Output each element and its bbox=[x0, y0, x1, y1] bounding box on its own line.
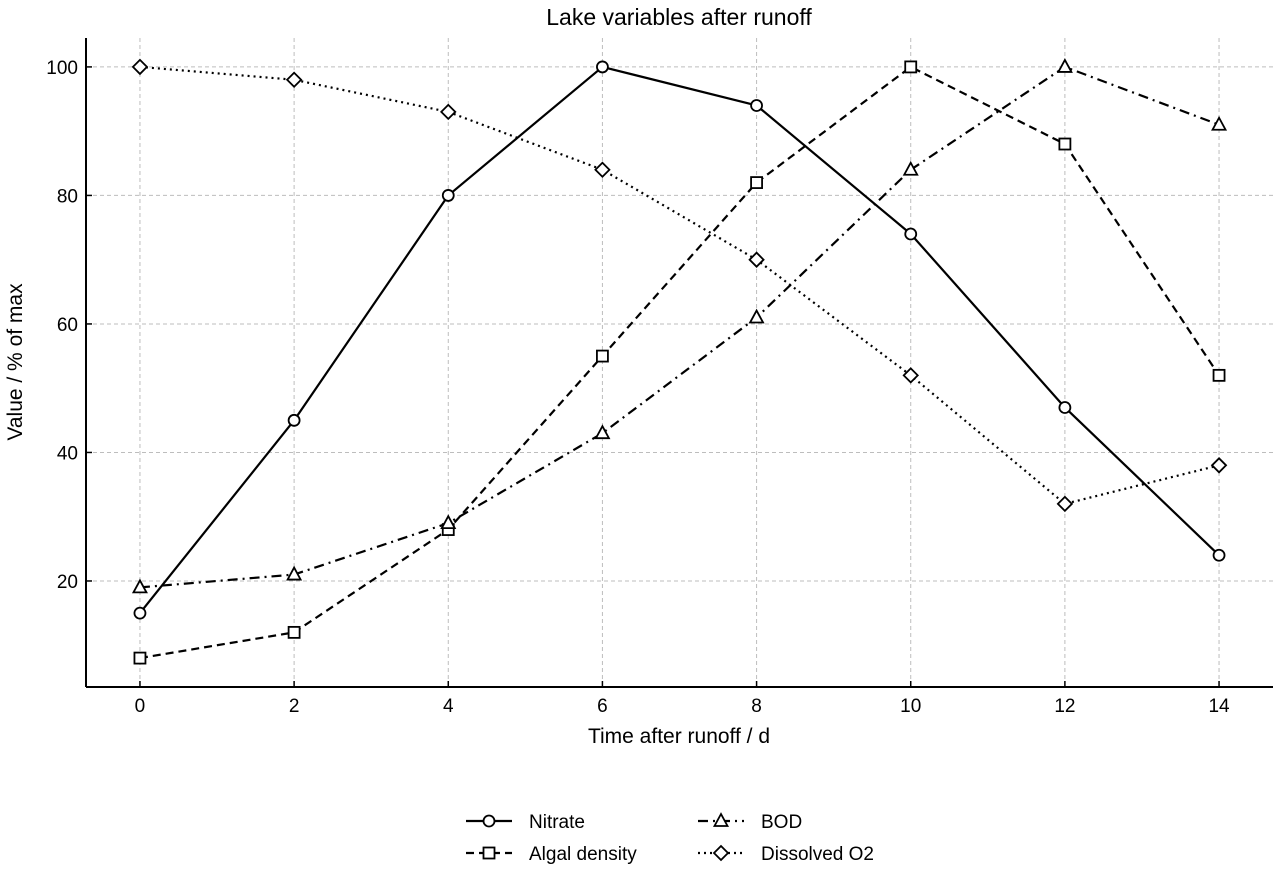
data-point-algal-density bbox=[904, 60, 918, 74]
series-line-dissolved-o2 bbox=[139, 65, 1220, 505]
legend-label: BOD bbox=[761, 812, 802, 833]
data-point-nitrate bbox=[441, 189, 455, 202]
y-tick-label: 20 bbox=[57, 572, 78, 593]
x-tick-label: 6 bbox=[597, 696, 608, 717]
data-point-bod bbox=[1056, 58, 1073, 73]
series-line-nitrate bbox=[139, 65, 1220, 614]
data-point-nitrate bbox=[1058, 401, 1072, 414]
data-point-algal-density bbox=[596, 349, 609, 363]
y-tick-label: 40 bbox=[57, 443, 78, 464]
legend-label: Nitrate bbox=[529, 812, 585, 833]
grid bbox=[86, 38, 1273, 687]
series-nitrate bbox=[133, 60, 1226, 620]
y-tick-label: 60 bbox=[57, 315, 78, 336]
series-dissolved-o2 bbox=[131, 58, 1228, 513]
series-line-bod bbox=[139, 65, 1220, 589]
data-point-dissolved-o2 bbox=[285, 71, 303, 89]
legend-label: Dissolved O2 bbox=[761, 844, 874, 865]
x-axis-title: Time after runoff / d bbox=[588, 725, 770, 748]
series-line-algal-density bbox=[139, 65, 1220, 660]
data-point-nitrate bbox=[287, 413, 301, 427]
chart-title: Lake variables after runoff bbox=[546, 4, 812, 30]
data-point-bod bbox=[594, 424, 611, 440]
data-point-dissolved-o2 bbox=[748, 251, 765, 268]
x-tick-label: 10 bbox=[900, 696, 921, 717]
y-tick-label: 80 bbox=[57, 186, 78, 207]
data-point-nitrate bbox=[750, 99, 763, 112]
data-point-bod bbox=[902, 160, 919, 176]
data-point-bod bbox=[748, 308, 765, 324]
plot-area bbox=[131, 58, 1228, 665]
data-point-bod bbox=[131, 578, 148, 594]
legend-label: Algal density bbox=[529, 844, 637, 865]
legend-item: Nitrate bbox=[466, 812, 585, 833]
y-tick-label: 100 bbox=[46, 58, 78, 79]
data-point-algal-density bbox=[1212, 368, 1226, 382]
data-point-nitrate bbox=[133, 606, 147, 620]
legend: Nitrate Algal density BOD Dissolved O2 bbox=[466, 812, 874, 865]
data-point-dissolved-o2 bbox=[1056, 495, 1074, 513]
legend-swatch-marker bbox=[712, 812, 730, 827]
x-tick-label: 12 bbox=[1054, 696, 1075, 717]
legend-item: BOD bbox=[698, 812, 802, 833]
data-point-dissolved-o2 bbox=[131, 58, 149, 76]
data-point-algal-density bbox=[287, 625, 301, 639]
legend-item: Algal density bbox=[466, 844, 637, 865]
legend-item: Dissolved O2 bbox=[698, 844, 874, 865]
legend-swatch-marker bbox=[482, 814, 496, 828]
x-tick-label: 2 bbox=[289, 696, 300, 717]
data-point-nitrate bbox=[1212, 548, 1226, 562]
data-point-algal-density bbox=[133, 651, 147, 665]
data-point-nitrate bbox=[596, 60, 609, 74]
data-point-dissolved-o2 bbox=[902, 367, 920, 384]
data-point-algal-density bbox=[750, 176, 763, 189]
x-tick-label: 14 bbox=[1208, 696, 1230, 717]
axes: 0 2 4 6 8 10 12 14 20 40 60 80 100 bbox=[46, 38, 1273, 717]
data-point-dissolved-o2 bbox=[594, 161, 611, 179]
legend-swatch-marker bbox=[482, 846, 496, 860]
data-point-dissolved-o2 bbox=[439, 103, 457, 121]
series-bod bbox=[131, 58, 1228, 594]
legend-swatch-marker bbox=[712, 844, 730, 862]
x-tick-label: 8 bbox=[751, 696, 762, 717]
x-tick-label: 4 bbox=[443, 696, 454, 717]
y-axis-title: Value / % of max bbox=[4, 283, 27, 441]
series-algal-density bbox=[133, 60, 1226, 665]
data-point-bod bbox=[440, 514, 457, 530]
data-point-bod bbox=[1211, 115, 1228, 131]
data-point-dissolved-o2 bbox=[1210, 457, 1228, 474]
data-point-bod bbox=[286, 565, 303, 581]
data-point-nitrate bbox=[904, 227, 918, 241]
x-tick-label: 0 bbox=[135, 696, 146, 717]
data-point-algal-density bbox=[1058, 137, 1072, 151]
